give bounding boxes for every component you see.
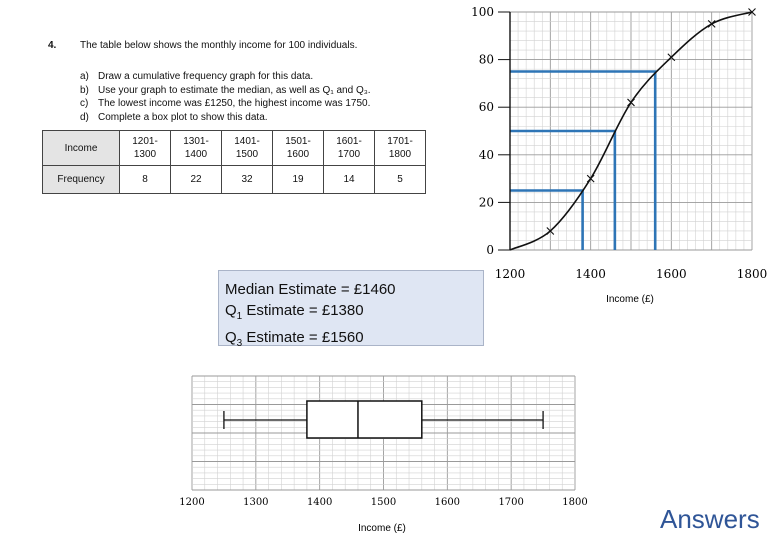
estimates-box: Median Estimate = £1460 Q1 Estimate = £1… [218,270,484,349]
box-rectangle [306,400,423,439]
table-header-frequency: Frequency [42,165,120,194]
box-x-tick-label: 1600 [435,497,460,508]
table-cell-frequency: 22 [170,165,222,194]
q3-estimate: Q3 Estimate = £1560 [225,327,483,354]
q1-letter: Q [225,302,237,319]
table-cell-frequency: 5 [374,165,426,194]
question-number: 4. [48,40,57,51]
median-estimate: Median Estimate = £1460 [225,281,396,298]
interval-end: 1700 [337,149,361,160]
cf-y-tick-label: 100 [471,5,494,19]
table-row: Frequency 8 22 32 19 14 5 [42,165,426,194]
cf-point [586,174,595,183]
q3-value: Estimate = £1560 [242,329,364,346]
q1-subscript: 1 [236,311,243,322]
task-label: c) [80,98,89,109]
q1-estimate: Q1 Estimate = £1380 [225,300,483,327]
cf-y-tick-label: 60 [479,100,494,114]
task-item: c) The lowest income was £1250, the highe… [80,97,371,111]
table-row: Income 1201- 1300 1301- 1400 1401- 1500 150… [42,130,426,166]
cf-point [707,20,716,28]
interval-start: 1701- [387,136,413,147]
q3-subscript: 3 [236,338,243,349]
interval-start: 1401- [234,136,260,147]
table-cell-income: 1601- 1700 [323,130,375,166]
task-item: b) Use your graph to estimate the median,… [80,84,371,98]
cf-points [546,8,756,235]
task-text: Complete a box plot to show this data. [98,111,268,123]
cf-y-tick-label: 40 [479,148,494,162]
cf-tick-labels: 0 20 40 60 80 100 1200 1400 1600 1800 [471,5,767,281]
cf-point [627,98,635,107]
task-text: The lowest income was £1250, the highest… [98,98,371,109]
table-header-income: Income [42,130,120,166]
box-x-tick-label: 1200 [179,497,204,508]
cf-reference-line [510,70,657,250]
cf-point [748,8,756,16]
cf-x-axis-label: Income (£) [606,294,654,305]
task-item: a) Draw a cumulative frequency graph for … [80,70,371,84]
box-marks [223,400,544,439]
answers-label: Answers [660,504,760,534]
cf-grid [509,11,753,251]
task-item: d) Complete a box plot to show this data. [80,111,371,125]
interval-end: 1600 [286,149,310,160]
task-text: Draw a cumulative frequency graph for th… [98,71,314,82]
cf-point [546,227,555,235]
box-x-tick-label: 1500 [371,497,396,508]
task-label: d) [80,111,89,123]
task-text: Use your graph to estimate the median, a… [98,84,371,96]
cf-y-tick-label: 80 [479,53,494,67]
cf-x-tick-label: 1600 [656,267,687,281]
interval-end: 1400 [184,149,208,160]
task-label: a) [80,71,89,82]
question-intro: The table below shows the monthly income… [80,40,358,51]
box-x-tick-label: 1800 [562,497,587,508]
cf-y-tick-label: 0 [486,243,494,257]
box-x-tick-label: 1700 [498,497,523,508]
box-x-tick-label: 1300 [243,497,268,508]
interval-end: 1500 [235,149,259,160]
interval-end: 1300 [133,149,157,160]
box-x-axis-label: Income (£) [358,523,406,534]
interval-start: 1301- [183,136,209,147]
table-cell-income: 1701- 1800 [374,130,426,166]
cf-axes [498,11,511,251]
cf-point [667,53,676,62]
table-cell-frequency: 32 [221,165,273,194]
cf-x-tick-label: 1400 [575,267,606,281]
table-cell-frequency: 8 [119,165,171,194]
cf-y-tick-label: 20 [479,195,494,209]
task-list: a) Draw a cumulative frequency graph for … [80,70,371,124]
cf-x-tick-label: 1200 [495,267,526,281]
task-label: b) [80,84,89,96]
interval-start: 1501- [285,136,311,147]
box-tick-labels: 1200 1300 1400 1500 1600 1700 1800 [179,497,587,508]
cf-x-tick-label: 1800 [737,267,768,281]
table-cell-income: 1501- 1600 [272,130,324,166]
interval-start: 1601- [336,136,362,147]
q1-value: Estimate = £1380 [242,302,364,319]
table-cell-income: 1201- 1300 [119,130,171,166]
q3-letter: Q [225,329,237,346]
interval-start: 1201- [132,136,158,147]
box-x-tick-label: 1400 [307,497,332,508]
table-cell-frequency: 14 [323,165,375,194]
frequency-table: Income 1201- 1300 1301- 1400 1401- 1500 150… [42,130,426,194]
interval-end: 1800 [388,149,412,160]
